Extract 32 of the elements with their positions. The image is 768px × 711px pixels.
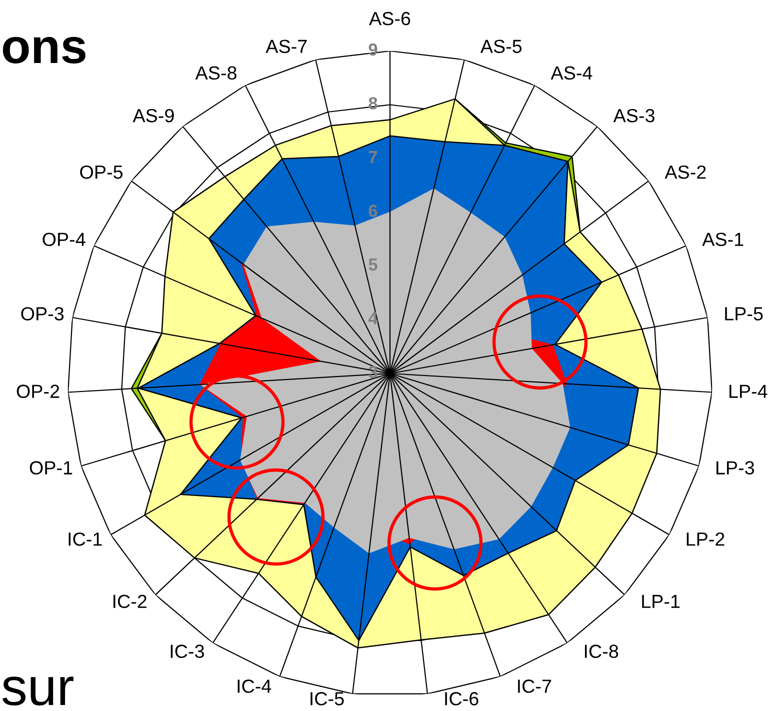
text: ons — [2, 36, 86, 64]
spoke-label: OP-4 — [42, 232, 86, 246]
spoke-label: AS-4 — [550, 66, 592, 80]
spoke-label: IC-7 — [518, 680, 552, 693]
spoke-label: OP-1 — [30, 461, 72, 475]
spoke-label: AS-7 — [266, 40, 307, 54]
spoke-label: AS-8 — [195, 66, 236, 80]
y-tick-label: 5 — [368, 258, 378, 271]
spoke-label: AS-2 — [664, 165, 706, 179]
spoke-label: IC-8 — [584, 644, 618, 658]
spoke-label: IC-5 — [310, 692, 344, 706]
spoke-label: IC-6 — [445, 692, 478, 706]
spoke-label: AS-1 — [702, 232, 744, 246]
spoke-label: AS-9 — [132, 108, 174, 122]
spoke-label: OP-5 — [80, 165, 123, 179]
spoke-label: LP-5 — [725, 307, 763, 320]
spoke-label: IC-4 — [238, 680, 272, 693]
spoke-label: AS-3 — [613, 108, 654, 122]
spoke-label: LP-3 — [716, 461, 754, 475]
y-tick-label: 7 — [368, 151, 378, 163]
spoke-label: IC-2 — [113, 594, 146, 608]
y-tick-label: 6 — [368, 204, 378, 217]
spoke-label: LP-1 — [642, 594, 680, 608]
spoke-label: OP-2 — [16, 384, 60, 398]
spoke-label: AS-5 — [480, 40, 522, 54]
spoke-label: LP-4 — [730, 384, 768, 398]
spoke-label: OP-3 — [21, 307, 64, 320]
spoke-label: AS-6 — [369, 12, 410, 26]
spoke-label: IC-3 — [170, 644, 204, 658]
text: sur — [2, 676, 74, 706]
spoke-label: IC-1 — [68, 532, 102, 546]
spoke-label: LP-2 — [686, 532, 724, 546]
